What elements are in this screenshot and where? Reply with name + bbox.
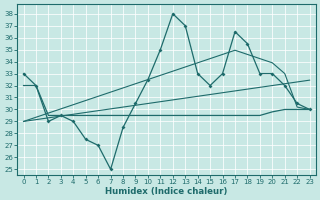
X-axis label: Humidex (Indice chaleur): Humidex (Indice chaleur) (105, 187, 228, 196)
